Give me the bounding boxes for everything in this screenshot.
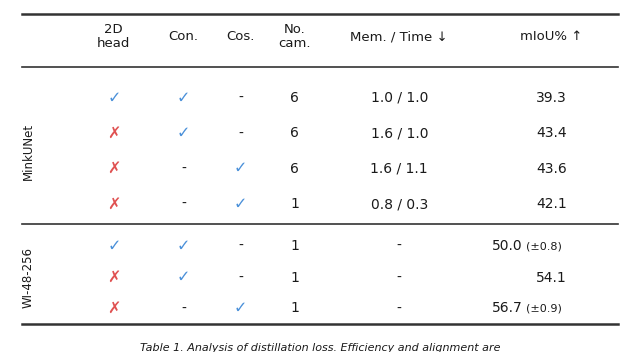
Text: cam.: cam. bbox=[278, 37, 311, 50]
Text: ✗: ✗ bbox=[107, 126, 120, 141]
Text: 56.7: 56.7 bbox=[492, 301, 523, 315]
Text: 6: 6 bbox=[290, 91, 299, 105]
Text: 43.4: 43.4 bbox=[536, 126, 567, 140]
Text: ✓: ✓ bbox=[234, 161, 248, 176]
Text: ✓: ✓ bbox=[177, 270, 190, 285]
Text: -: - bbox=[238, 91, 243, 105]
Text: ✗: ✗ bbox=[107, 270, 120, 285]
Text: (±0.8): (±0.8) bbox=[526, 241, 562, 251]
Text: 1.6 / 1.0: 1.6 / 1.0 bbox=[371, 126, 428, 140]
Text: ✓: ✓ bbox=[107, 239, 120, 254]
Text: ✗: ✗ bbox=[107, 301, 120, 316]
Text: -: - bbox=[181, 301, 186, 315]
Text: -: - bbox=[397, 301, 402, 315]
Text: -: - bbox=[397, 239, 402, 253]
Text: Con.: Con. bbox=[168, 30, 198, 43]
Text: -: - bbox=[181, 162, 186, 176]
Text: 1: 1 bbox=[290, 301, 299, 315]
Text: ✓: ✓ bbox=[177, 90, 190, 105]
Text: 6: 6 bbox=[290, 162, 299, 176]
Text: 0.8 / 0.3: 0.8 / 0.3 bbox=[371, 197, 428, 211]
Text: -: - bbox=[397, 271, 402, 284]
Text: 54.1: 54.1 bbox=[536, 271, 567, 284]
Text: ✗: ✗ bbox=[107, 161, 120, 176]
Text: 43.6: 43.6 bbox=[536, 162, 567, 176]
Text: 6: 6 bbox=[290, 126, 299, 140]
Text: ✗: ✗ bbox=[107, 197, 120, 212]
Text: 1: 1 bbox=[290, 239, 299, 253]
Text: Table 1. Analysis of distillation loss. Efficiency and alignment are: Table 1. Analysis of distillation loss. … bbox=[140, 343, 500, 352]
Text: No.: No. bbox=[284, 23, 305, 36]
Text: WI-48-256: WI-48-256 bbox=[22, 247, 35, 308]
Text: ✓: ✓ bbox=[177, 126, 190, 141]
Text: 2D: 2D bbox=[104, 23, 123, 36]
Text: -: - bbox=[238, 126, 243, 140]
Text: 50.0: 50.0 bbox=[492, 239, 523, 253]
Text: -: - bbox=[181, 197, 186, 211]
Text: MinkUNet: MinkUNet bbox=[22, 122, 35, 180]
Text: 1.6 / 1.1: 1.6 / 1.1 bbox=[371, 162, 428, 176]
Text: -: - bbox=[238, 271, 243, 284]
Text: ✓: ✓ bbox=[107, 90, 120, 105]
Text: 1: 1 bbox=[290, 197, 299, 211]
Text: 1: 1 bbox=[290, 271, 299, 284]
Text: 42.1: 42.1 bbox=[536, 197, 567, 211]
Text: ✓: ✓ bbox=[234, 301, 248, 316]
Text: ✓: ✓ bbox=[234, 197, 248, 212]
Text: head: head bbox=[97, 37, 131, 50]
Text: (±0.9): (±0.9) bbox=[526, 303, 562, 314]
Text: -: - bbox=[238, 239, 243, 253]
Text: Cos.: Cos. bbox=[227, 30, 255, 43]
Text: 1.0 / 1.0: 1.0 / 1.0 bbox=[371, 91, 428, 105]
Text: 39.3: 39.3 bbox=[536, 91, 567, 105]
Text: mIoU% ↑: mIoU% ↑ bbox=[520, 30, 583, 43]
Text: ✓: ✓ bbox=[177, 239, 190, 254]
Text: Mem. / Time ↓: Mem. / Time ↓ bbox=[351, 30, 448, 43]
